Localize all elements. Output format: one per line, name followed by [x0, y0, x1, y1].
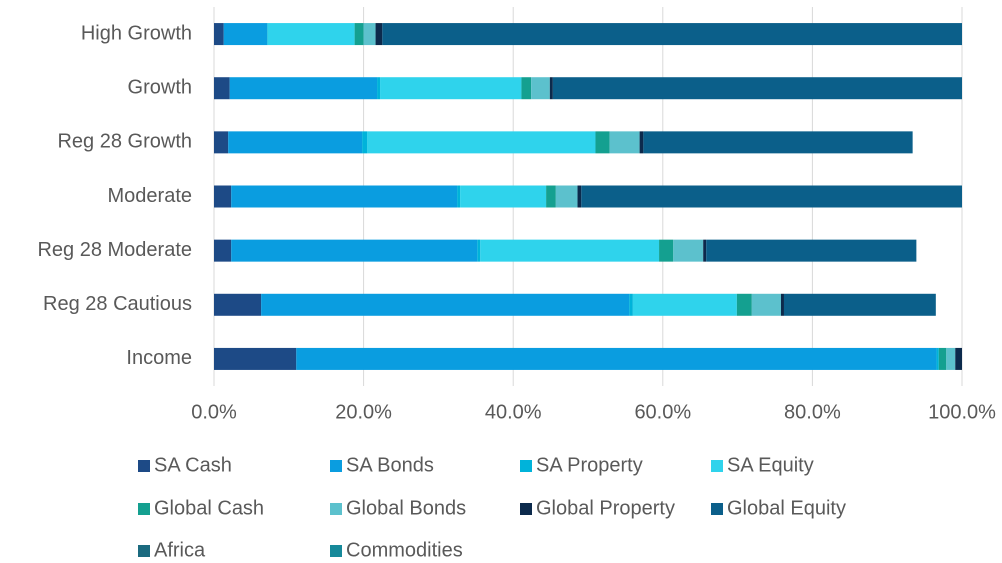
legend-swatch — [711, 503, 723, 515]
bar-segment — [261, 293, 630, 316]
legend-label: SA Equity — [727, 454, 814, 476]
legend-swatch — [138, 503, 150, 515]
bar-segment — [214, 239, 232, 262]
bar-segment — [783, 293, 936, 316]
bar-segment — [480, 239, 660, 262]
y-tick-label: Growth — [128, 76, 192, 98]
bar-segment — [477, 239, 481, 262]
legend-label: Global Cash — [154, 497, 264, 519]
bar-segment — [214, 77, 230, 100]
bar-segment — [521, 77, 532, 100]
bar-segment — [639, 131, 644, 154]
bar-segment — [375, 23, 383, 46]
bar-segment — [549, 77, 553, 100]
bar-segment — [736, 293, 752, 316]
legend-swatch — [330, 545, 342, 557]
y-tick-label: Reg 28 Growth — [57, 131, 192, 153]
bar-segment — [214, 23, 224, 46]
y-tick-label: Income — [126, 347, 192, 369]
bar-segment — [296, 347, 937, 370]
bar-segment — [229, 77, 378, 100]
bar-segment — [231, 239, 478, 262]
bar-segment — [609, 131, 640, 154]
bar-segment — [363, 23, 376, 46]
legend-swatch — [711, 460, 723, 472]
legend-label: Global Property — [536, 497, 675, 519]
legend-swatch — [520, 460, 532, 472]
bar-segment — [659, 239, 674, 262]
bar-segment — [936, 347, 939, 370]
bar-segment — [377, 77, 381, 100]
bar-segment — [460, 185, 547, 208]
bar-segment — [380, 77, 522, 100]
legend-swatch — [138, 460, 150, 472]
bar-segment — [595, 131, 610, 154]
legend-label: SA Cash — [154, 454, 232, 476]
bar-segment — [231, 185, 458, 208]
bar-segment — [577, 185, 582, 208]
bar-segment — [946, 347, 956, 370]
bar-segment — [581, 185, 962, 208]
bar-segment — [531, 77, 550, 100]
bar-segment — [673, 239, 704, 262]
bar-segment — [367, 131, 596, 154]
legend-swatch — [138, 545, 150, 557]
bar-segment — [267, 23, 268, 46]
legend-label: Global Bonds — [346, 497, 466, 519]
bar-segment — [228, 131, 363, 154]
bar-segment — [643, 131, 913, 154]
bar-segment — [703, 239, 707, 262]
x-tick-label: 20.0% — [335, 401, 392, 423]
bar-segment — [214, 131, 229, 154]
bar-segment — [457, 185, 461, 208]
legend-label: SA Bonds — [346, 454, 434, 476]
bar-segment — [955, 347, 962, 370]
bar-segment — [552, 77, 962, 100]
bar-segment — [706, 239, 917, 262]
x-tick-label: 60.0% — [634, 401, 691, 423]
bar-segment — [223, 23, 268, 46]
bar-segment — [354, 23, 364, 46]
bar-segment — [632, 293, 737, 316]
legend-label: SA Property — [536, 454, 643, 476]
x-tick-label: 100.0% — [928, 401, 996, 423]
bar-segment — [214, 185, 232, 208]
bar-segment — [214, 347, 297, 370]
bar-segment — [780, 293, 784, 316]
bar-segment — [362, 131, 368, 154]
y-tick-label: High Growth — [81, 22, 192, 44]
bar-segment — [629, 293, 633, 316]
y-tick-label: Reg 28 Cautious — [43, 293, 192, 315]
x-tick-label: 40.0% — [485, 401, 542, 423]
bar-segment — [751, 293, 781, 316]
y-tick-label: Moderate — [108, 185, 193, 207]
legend-swatch — [330, 503, 342, 515]
x-tick-label: 80.0% — [784, 401, 841, 423]
legend-label: Commodities — [346, 539, 463, 561]
bar-segment — [555, 185, 578, 208]
bar-segment — [267, 23, 355, 46]
legend-swatch — [330, 460, 342, 472]
legend-swatch — [520, 503, 532, 515]
x-tick-label: 0.0% — [191, 401, 237, 423]
legend-label: Africa — [154, 539, 206, 561]
legend-label: Global Equity — [727, 497, 846, 519]
bar-segment — [546, 185, 556, 208]
bar-segment — [938, 347, 947, 370]
bar-segment — [382, 23, 962, 46]
bar-segment — [214, 293, 262, 316]
y-tick-label: Reg 28 Moderate — [37, 239, 192, 261]
